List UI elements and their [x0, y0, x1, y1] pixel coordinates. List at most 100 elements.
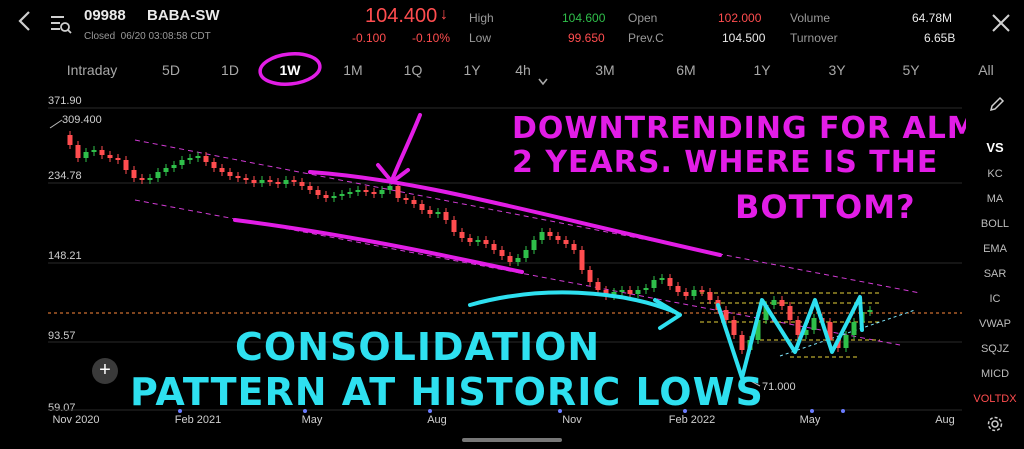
tab-6m[interactable]: 6M	[676, 62, 696, 78]
annotation-top-line2: 2 YEARS. WHERE IS THE	[512, 145, 938, 180]
prevc-value: 104.500	[722, 31, 766, 45]
candle-body	[99, 150, 105, 155]
tab-3y[interactable]: 3Y	[828, 62, 846, 78]
sidebar-item-boll[interactable]: BOLL	[980, 218, 1010, 230]
candle-body	[179, 160, 185, 165]
tab-5d[interactable]: 5D	[162, 62, 180, 78]
settings-gear-icon[interactable]	[986, 415, 1004, 438]
candle-body	[315, 190, 321, 195]
sidebar-item-ic[interactable]: IC	[989, 293, 1001, 305]
candle-body	[683, 292, 689, 296]
sidebar-item-ma[interactable]: MA	[986, 193, 1004, 205]
candle-body	[451, 220, 457, 232]
price-change: -0.100	[352, 31, 387, 45]
candle-body	[411, 200, 417, 204]
candle-body	[779, 300, 785, 306]
candle-body	[691, 290, 697, 296]
tab-1y-b[interactable]: 1Y	[753, 62, 771, 78]
candle-body	[763, 305, 769, 320]
open-value: 102.000	[718, 11, 762, 25]
tab-3m[interactable]: 3M	[595, 62, 615, 78]
x-axis-label: May	[799, 414, 821, 426]
candle-body	[379, 190, 385, 194]
candle-body	[243, 178, 249, 180]
tab-all[interactable]: All	[978, 62, 994, 78]
candle-body	[227, 172, 233, 176]
candle-body	[283, 180, 289, 184]
x-axis-label: Aug	[427, 414, 447, 426]
candle-body	[259, 180, 265, 183]
candle-body	[163, 168, 169, 172]
candle-body	[795, 320, 801, 335]
candle-body	[659, 278, 665, 280]
sidebar-item-voltdx[interactable]: VOLTDX	[973, 393, 1017, 405]
tab-intraday[interactable]: Intraday	[66, 62, 118, 78]
indicator-sidebar: VS KC MA BOLL EMA SAR IC VWAP SQJZ MICD …	[966, 95, 1024, 449]
sidebar-item-kc[interactable]: KC	[987, 168, 1003, 180]
close-icon[interactable]	[990, 12, 1012, 34]
candle-body	[235, 176, 241, 178]
candle-body	[155, 172, 161, 178]
candle-body	[443, 212, 449, 220]
candle-body	[147, 178, 153, 180]
candle-body	[467, 238, 473, 242]
candle-body	[395, 186, 401, 198]
sidebar-item-ema[interactable]: EMA	[983, 243, 1007, 255]
sidebar-item-sqjz[interactable]: SQJZ	[980, 343, 1010, 355]
annotation-bottom-line2: PATTERN AT HISTORIC LOWS	[130, 370, 764, 414]
low-value: 99.650	[568, 31, 605, 45]
sidebar-item-vwap[interactable]: VWAP	[979, 318, 1011, 330]
y-axis-label: 93.57	[48, 330, 76, 342]
candle-body	[699, 290, 705, 292]
tab-1m[interactable]: 1M	[343, 62, 363, 78]
candlestick-chart[interactable]: 309.400 71.000 DOWNTRENDING FOR ALMOST 2…	[0, 0, 966, 430]
candle-body	[787, 306, 793, 320]
search-icon[interactable]	[50, 13, 72, 35]
cyan-annotation	[468, 290, 864, 380]
sidebar-item-vs[interactable]: VS	[986, 140, 1004, 155]
candle-body	[339, 194, 345, 196]
stock-code: 09988	[84, 7, 126, 24]
candle-body	[419, 204, 425, 210]
candles	[67, 131, 873, 354]
stock-name: BABA-SW	[147, 7, 220, 24]
add-indicator-button[interactable]: +	[92, 358, 118, 384]
candle-body	[627, 290, 633, 294]
high-value: 104.600	[562, 11, 606, 25]
tab-1w[interactable]: 1W	[279, 62, 301, 78]
market-status: Closed 06/20 03:08:58 CDT	[84, 31, 211, 42]
price-change-pct: -0.10%	[412, 31, 451, 45]
x-axis-label: Nov 2020	[52, 414, 100, 426]
draw-pencil-icon[interactable]	[988, 95, 1006, 118]
y-axis-label: 371.90	[48, 95, 82, 107]
candle-body	[83, 152, 89, 158]
chevron-down-icon[interactable]	[538, 73, 548, 91]
sidebar-item-sar[interactable]: SAR	[983, 268, 1007, 280]
tab-5y[interactable]: 5Y	[902, 62, 920, 78]
candle-body	[115, 158, 121, 160]
candle-body	[123, 160, 129, 170]
candle-body	[523, 250, 529, 258]
tab-4h[interactable]: 4h	[515, 62, 531, 78]
candle-body	[219, 168, 225, 172]
candle-body	[323, 195, 329, 198]
candle-body	[459, 232, 465, 238]
volume-value: 64.78M	[912, 11, 953, 25]
candle-body	[347, 192, 353, 194]
candle-body	[827, 322, 833, 340]
back-icon[interactable]	[14, 8, 36, 34]
candle-body	[251, 180, 257, 183]
candle-body	[867, 310, 873, 312]
candle-body	[331, 196, 337, 198]
y-axis-label: 148.21	[48, 250, 82, 262]
tab-1y-a[interactable]: 1Y	[463, 62, 481, 78]
candle-body	[571, 244, 577, 250]
sidebar-item-micd[interactable]: MICD	[980, 368, 1010, 380]
tab-1d[interactable]: 1D	[221, 62, 239, 78]
candle-body	[707, 292, 713, 300]
candle-body	[739, 335, 745, 350]
candle-body	[515, 258, 521, 262]
x-axis-label: Feb 2021	[174, 414, 222, 426]
x-axis-label: May	[301, 414, 323, 426]
tab-1q[interactable]: 1Q	[403, 62, 423, 78]
